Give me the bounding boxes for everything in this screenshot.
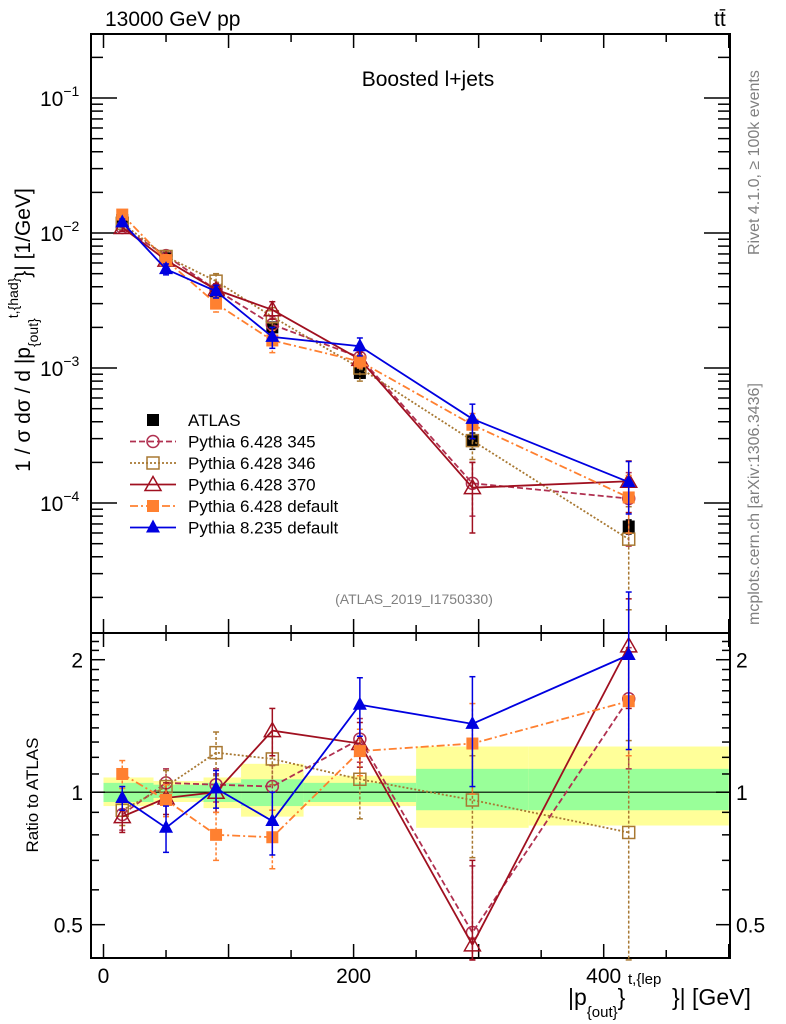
data-point — [263, 721, 282, 738]
data-point — [465, 715, 480, 729]
data-point — [465, 410, 480, 424]
ratio-y-tick-label: 2 — [71, 650, 83, 673]
data-point — [209, 780, 224, 794]
legend-label: Pythia 6.428 370 — [188, 476, 316, 495]
ratio-y-tick-label: 0.5 — [54, 915, 83, 938]
header-left: 13000 GeV pp — [105, 8, 240, 31]
data-point — [209, 283, 224, 297]
data-point — [160, 254, 173, 267]
data-point — [210, 297, 223, 310]
svg-text:|p{out}}: |p{out}} — [568, 984, 626, 1021]
data-point — [621, 474, 636, 488]
y-tick-label: 10−2 — [40, 218, 80, 246]
ratio-y-tick-label: 1 — [71, 782, 83, 805]
legend-label: Pythia 6.428 default — [188, 497, 339, 516]
ratio-plot-frame — [90, 632, 731, 959]
svg-text:t,{lep: t,{lep — [628, 971, 661, 988]
data-point — [352, 338, 367, 352]
data-point — [263, 300, 282, 317]
data-point — [209, 745, 223, 760]
svg-text:}| [GeV]: }| [GeV] — [672, 984, 751, 1010]
legend-marker — [147, 500, 159, 512]
main-y-axis-label: 1 / σ dσ / d |p{out}t,{had}}| [1/GeV] — [5, 188, 41, 472]
header-right: tt̄ — [714, 8, 726, 31]
legend-marker — [147, 414, 159, 426]
data-point — [112, 807, 132, 824]
data-point — [115, 214, 130, 228]
data-point — [265, 328, 280, 342]
legend-label: Pythia 6.428 346 — [188, 454, 316, 473]
series-pythia-8-235-default — [115, 214, 636, 515]
data-point — [160, 793, 173, 806]
legend-item: ATLAS — [147, 411, 241, 430]
x-tick-label: 200 — [336, 965, 371, 988]
x-tick-label: 0 — [98, 965, 110, 988]
legend-marker — [146, 434, 160, 449]
legend-label: Pythia 6.428 345 — [188, 433, 316, 452]
data-point — [353, 772, 367, 787]
svg-text:1 / σ dσ / d |p{out}t,{had}}|: 1 / σ dσ / d |p{out}t,{had}}| [1/GeV] — [5, 188, 41, 472]
ratio-y-tick-label-right: 1 — [736, 782, 748, 805]
series-pythia-8-235-default — [115, 591, 636, 856]
y-tick-label: 10−3 — [40, 353, 80, 381]
data-point — [116, 767, 129, 780]
svg-text:Ratio to ATLAS: Ratio to ATLAS — [23, 738, 42, 853]
data-point — [463, 478, 482, 495]
data-point — [265, 813, 280, 827]
data-point — [210, 828, 223, 841]
data-point — [159, 261, 174, 275]
legend-item: Pythia 6.428 346 — [130, 454, 316, 473]
legend-item: Pythia 6.428 370 — [130, 474, 316, 495]
legend-marker — [143, 474, 163, 492]
legend-marker — [146, 456, 160, 470]
data-point — [353, 355, 366, 368]
data-point — [621, 825, 636, 840]
data-point — [353, 745, 366, 758]
rivet-label: Rivet 4.1.0, ≥ 100k events — [746, 70, 763, 255]
legend-marker — [146, 519, 160, 533]
data-point — [621, 646, 636, 660]
data-point — [463, 935, 482, 952]
ratio-y-axis-label: Ratio to ATLAS — [23, 738, 42, 853]
mcplots-label: mcplots.cern.ch [arXiv:1306.3436] — [746, 383, 763, 625]
legend-item: Pythia 6.428 default — [130, 497, 339, 516]
y-tick-label: 10−1 — [40, 83, 80, 111]
legend-label: Pythia 8.235 default — [188, 519, 339, 538]
data-point — [115, 790, 130, 804]
watermark: (ATLAS_2019_I1750330) — [335, 591, 493, 607]
legend-label: ATLAS — [188, 411, 241, 430]
data-point — [159, 819, 174, 833]
legend-item: Pythia 8.235 default — [130, 519, 339, 538]
chart-title: Boosted l+jets — [362, 68, 495, 91]
y-tick-label: 10−4 — [40, 488, 80, 516]
data-point — [352, 696, 367, 710]
legend-item: Pythia 6.428 345 — [130, 433, 316, 452]
ratio-y-tick-label-right: 2 — [736, 650, 748, 673]
x-axis-label: |p{out}} t,{lep }| [GeV] — [568, 971, 751, 1021]
stat-uncertainty-band — [528, 768, 729, 811]
ratio-y-tick-label-right: 0.5 — [736, 915, 765, 938]
x-tick-label: 400 — [586, 965, 621, 988]
